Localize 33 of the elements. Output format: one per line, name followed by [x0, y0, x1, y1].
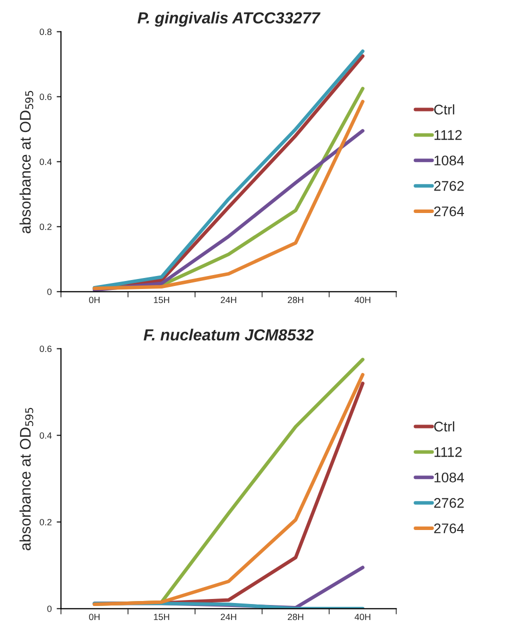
legend-label: 2762: [434, 181, 464, 191]
y-tick-label: 0.4: [40, 432, 52, 439]
y-tick-label: 0: [47, 288, 52, 295]
x-tick-label: 28H: [288, 296, 304, 304]
y-tick-label: 0.4: [40, 158, 52, 166]
y-tick-label: 0.6: [40, 346, 52, 352]
chart-title: P. gingivalis ATCC33277: [138, 12, 321, 27]
x-tick-label: 0H: [89, 296, 100, 304]
legend-label: 1112: [434, 447, 462, 457]
chart-title: F. nucleatum JCM8532: [144, 328, 314, 341]
legend-label: 1112: [434, 130, 462, 140]
legend-label: 2764: [434, 523, 464, 534]
x-tick-label: 15H: [154, 296, 170, 304]
x-tick-label: 24H: [220, 296, 236, 304]
y-tick-label: 0.2: [40, 224, 52, 230]
x-tick-label: 0H: [89, 614, 100, 620]
y-tick-label: 0.8: [40, 28, 52, 36]
y-tick-label: 0.2: [40, 518, 52, 526]
legend-label: 1084: [434, 156, 464, 166]
x-tick-label: 40H: [354, 296, 370, 304]
legend-label: Ctrl: [434, 104, 454, 115]
y-tick-label: 0.6: [40, 94, 52, 100]
legend-label: Ctrl: [434, 421, 454, 432]
y-axis-title: absorbance at OD$_{595}$: [20, 90, 34, 234]
x-tick-label: 28H: [288, 614, 304, 620]
y-tick-label: 0: [47, 606, 52, 612]
legend-label: 2762: [434, 498, 464, 508]
y-axis-title: absorbance at OD$_{595}$: [20, 408, 34, 550]
x-tick-label: 24H: [220, 614, 236, 620]
legend-label: 2764: [434, 206, 464, 216]
legend-label: 1084: [434, 472, 464, 482]
x-tick-label: 40H: [354, 614, 370, 620]
x-tick-label: 15H: [154, 614, 170, 620]
